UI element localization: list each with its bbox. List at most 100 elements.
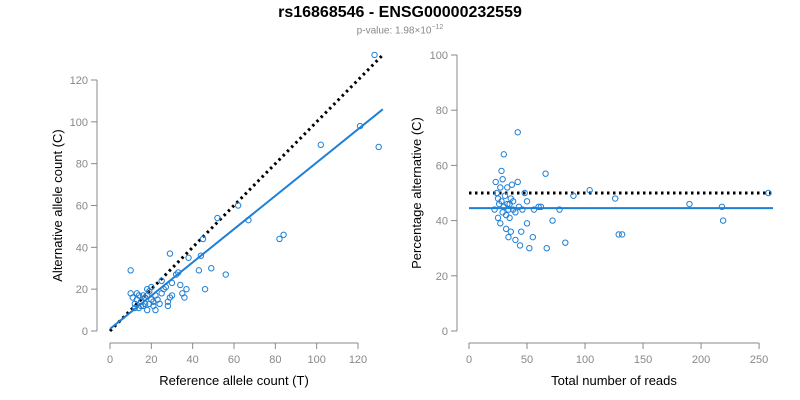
left-data-point [162, 283, 170, 291]
right-y-tick-label: 40 [436, 216, 448, 228]
left-data-point [139, 292, 147, 299]
left-data-point [280, 231, 287, 238]
pvalue-text: p-value: 1.98×10 [356, 25, 432, 37]
right-data-point [686, 200, 693, 208]
right-data-point [508, 181, 516, 188]
right-data-point [530, 206, 538, 213]
left-reference-line [108, 53, 384, 333]
right-data-point [521, 189, 528, 197]
left-data-point [276, 235, 283, 243]
right-data-point [611, 195, 619, 202]
right-x-tick-label: 150 [634, 354, 652, 366]
left-data-point [195, 267, 203, 274]
right-data-point [549, 217, 556, 224]
right-x-tick-label: 50 [521, 354, 533, 366]
right-data-point [507, 228, 514, 235]
right-data-point [543, 245, 550, 252]
left-data-point [208, 265, 215, 272]
left-data-point [160, 285, 167, 293]
left-x-tick-label: 100 [307, 354, 325, 366]
right-data-point [523, 198, 531, 205]
left-data-point [172, 271, 180, 278]
left-y-tick-label: 80 [76, 159, 88, 171]
left-data-point [214, 214, 221, 222]
right-y-tick-label: 100 [430, 50, 448, 62]
left-data-point [164, 302, 172, 310]
right-y-axis-title: Percentage alternative (C) [409, 117, 424, 269]
left-data-point [168, 279, 176, 287]
left-y-tick-label: 120 [70, 75, 88, 87]
right-x-tick-label: 250 [750, 354, 768, 366]
left-x-tick-label: 20 [145, 354, 157, 366]
chart-subtitle: p-value: 1.98×10−12 [0, 24, 800, 36]
left-data-point [375, 143, 382, 151]
left-y-tick-label: 100 [70, 117, 88, 129]
left-data-point [185, 254, 192, 261]
right-data-point [512, 209, 519, 216]
right-y-tick-label: 0 [442, 326, 448, 338]
left-data-point [245, 216, 252, 224]
right-data-point [562, 239, 569, 246]
left-data-point [177, 281, 184, 289]
right-x-axis-title: Total number of reads [551, 373, 677, 388]
right-data-point [501, 192, 509, 199]
right-data-point [556, 206, 563, 213]
right-data-point [504, 184, 511, 191]
right-data-point [492, 178, 499, 186]
right-data-point [499, 176, 506, 183]
right-data-point [719, 217, 727, 224]
right-x-tick-label: 100 [576, 354, 594, 366]
right-data-point [542, 170, 549, 177]
left-y-tick-label: 20 [76, 284, 88, 296]
right-data-point [497, 184, 504, 191]
left-data-point [144, 306, 151, 314]
left-data-point [135, 292, 143, 299]
right-data-point [509, 198, 517, 205]
right-data-point [491, 206, 498, 213]
right-data-point [529, 233, 537, 241]
right-data-point [514, 129, 521, 136]
right-data-point [765, 189, 772, 197]
right-data-point [618, 231, 626, 238]
right-data-point [500, 151, 508, 158]
left-x-tick-label: 40 [187, 354, 199, 366]
left-data-point [152, 306, 159, 314]
left-x-tick-label: 0 [107, 354, 113, 366]
left-data-point [168, 292, 176, 299]
right-data-point [523, 220, 531, 227]
right-y-tick-label: 20 [436, 271, 448, 283]
left-data-point [175, 269, 182, 276]
left-data-point [148, 296, 155, 303]
left-data-point [148, 283, 155, 291]
right-data-point [526, 245, 533, 252]
right-data-point [519, 206, 526, 213]
left-data-point [317, 141, 324, 149]
right-data-point [506, 214, 513, 222]
left-data-point [166, 250, 174, 257]
right-data-point [498, 167, 505, 175]
left-data-point [197, 252, 205, 259]
left-data-point [356, 122, 364, 130]
left-data-point [166, 294, 174, 301]
left-data-point [131, 304, 139, 312]
left-x-tick-label: 80 [269, 354, 281, 366]
left-data-point [133, 290, 141, 297]
right-data-point [514, 178, 521, 186]
right-data-point [516, 242, 524, 249]
left-y-tick-label: 40 [76, 242, 88, 254]
right-data-point [586, 187, 593, 194]
right-x-tick-label: 0 [466, 354, 472, 366]
right-data-point [505, 233, 512, 241]
left-x-axis-title: Reference allele count (T) [159, 373, 309, 388]
left-data-point [234, 202, 242, 209]
right-data-point [512, 236, 519, 244]
left-data-point [183, 285, 190, 293]
left-y-tick-label: 60 [76, 201, 88, 213]
left-data-point [222, 271, 229, 278]
right-data-point [497, 220, 504, 227]
left-data-point [371, 51, 378, 59]
left-data-point [199, 235, 207, 243]
right-data-point [498, 198, 505, 205]
